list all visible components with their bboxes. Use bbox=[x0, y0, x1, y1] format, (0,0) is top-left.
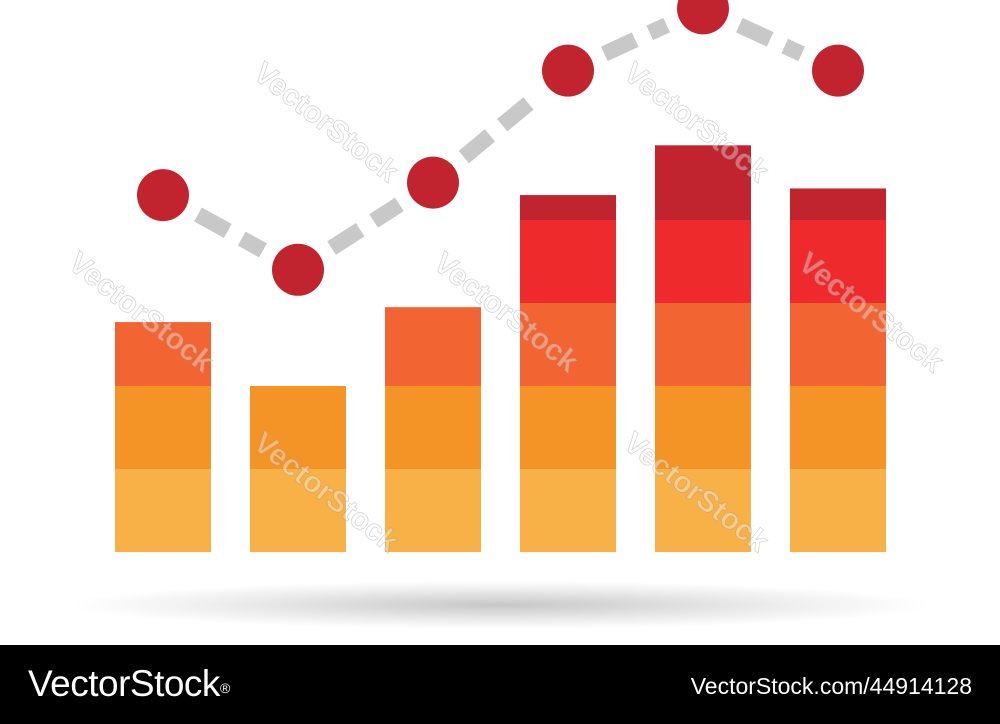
bar-1-segment-2 bbox=[115, 386, 211, 469]
bar-4-segment-3 bbox=[520, 303, 616, 386]
line-segment-3 bbox=[458, 89, 543, 164]
bar-3-segment-1 bbox=[385, 469, 481, 552]
line-point-1 bbox=[137, 169, 189, 222]
bar-6-segment-3 bbox=[790, 303, 886, 386]
bar-6-segment-2 bbox=[790, 386, 886, 469]
bars bbox=[115, 145, 886, 552]
bar-2-segment-2 bbox=[250, 386, 346, 469]
footer-bar: VectorStock® VectorStock.com/44914128 bbox=[0, 645, 1000, 724]
bar-4-segment-2 bbox=[520, 386, 616, 469]
bar-5-segment-4 bbox=[655, 220, 751, 303]
ground-shadow bbox=[70, 581, 930, 629]
bar-2-segment-1 bbox=[250, 469, 346, 552]
bar-6-segment-1 bbox=[790, 469, 886, 552]
bar-3-segment-3 bbox=[385, 307, 481, 386]
trend-line bbox=[194, 17, 806, 258]
line-point-3 bbox=[407, 156, 459, 209]
bar-4-segment-4 bbox=[520, 220, 616, 303]
line-segment-2 bbox=[327, 197, 404, 255]
bar-3-segment-2 bbox=[385, 386, 481, 469]
bar-6-segment-4 bbox=[790, 220, 886, 303]
bar-4-segment-1 bbox=[520, 469, 616, 552]
line-segment-4 bbox=[600, 17, 671, 62]
bar-1-segment-3 bbox=[115, 322, 211, 386]
line-point-4 bbox=[542, 44, 594, 97]
trend-markers bbox=[137, 0, 864, 296]
footer-brand-text: VectorStock bbox=[28, 663, 220, 704]
bar-5-segment-5 bbox=[655, 145, 751, 220]
bar-1-segment-1 bbox=[115, 469, 211, 552]
bar-5-segment-2 bbox=[655, 386, 751, 469]
bar-6-segment-5 bbox=[790, 188, 886, 220]
line-point-5 bbox=[677, 0, 729, 35]
watermark-1: VectorStock bbox=[247, 56, 404, 189]
line-segment-5 bbox=[735, 17, 806, 62]
bar-5-segment-1 bbox=[655, 469, 751, 552]
line-point-2 bbox=[272, 243, 324, 296]
line-point-6 bbox=[812, 44, 864, 97]
registered-mark: ® bbox=[219, 680, 230, 696]
line-segment-1 bbox=[194, 207, 267, 258]
footer-image-id: VectorStock.com/44914128 bbox=[690, 673, 972, 699]
bar-4-segment-5 bbox=[520, 195, 616, 220]
bar-5-segment-3 bbox=[655, 303, 751, 386]
footer-brand: VectorStock® bbox=[28, 661, 230, 707]
